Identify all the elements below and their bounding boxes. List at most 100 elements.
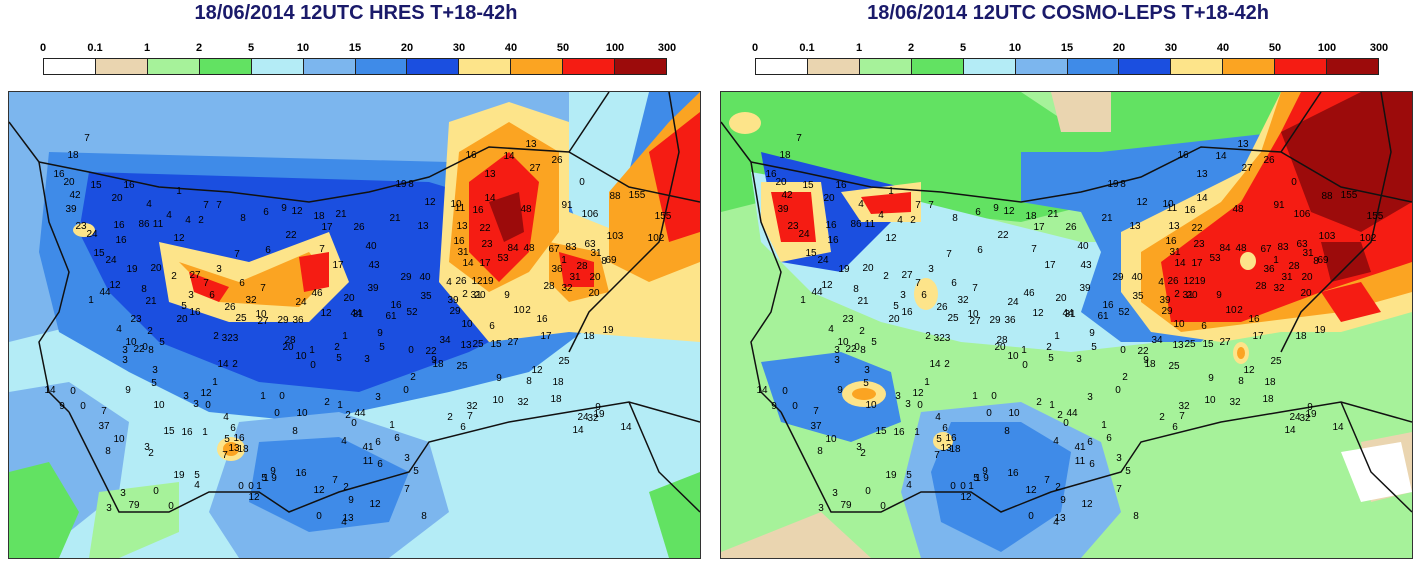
station-value-label: 1 xyxy=(914,427,920,438)
legend-tick-label: 2 xyxy=(195,42,203,54)
station-value-label: 12 xyxy=(248,492,260,503)
station-value-label: 13 xyxy=(456,221,468,232)
station-value-label: 12 xyxy=(912,388,924,399)
station-value-label: 63 xyxy=(584,239,596,250)
station-value-label: 20 xyxy=(343,293,355,304)
station-value-label: 3 xyxy=(188,290,194,301)
cosmo-leps-panel: 18/06/2014 12UTC COSMO-LEPS T+18-42h 0 0.… xyxy=(712,0,1424,568)
station-value-label: 12 xyxy=(960,492,972,503)
station-value-label: 36 xyxy=(1004,315,1016,326)
legend-swatch xyxy=(963,59,1016,74)
station-value-label: 31 xyxy=(352,309,364,320)
station-value-label: 0 xyxy=(274,408,280,419)
station-value-label: 9 xyxy=(125,385,131,396)
station-value-label: 15 xyxy=(802,180,814,191)
station-value-label: 24 xyxy=(105,255,117,266)
station-value-label: 8 xyxy=(1004,426,1010,437)
station-value-label: 15 xyxy=(163,426,175,437)
station-value-label: 13 xyxy=(1196,169,1208,180)
station-value-label: 23 xyxy=(842,314,854,325)
station-value-label: 36 xyxy=(551,264,563,275)
station-value-label: 43 xyxy=(368,260,380,271)
station-value-label: 6 xyxy=(265,245,271,256)
station-value-label: 28 xyxy=(996,335,1008,346)
precipitation-map[interactable]: 7 18 16 20 15 16 42 20 1 39 4 4 7 7 8 6 9 12 23 24 16 86 11 2 4 1… xyxy=(720,91,1413,559)
station-value-label: 3 xyxy=(144,442,150,453)
tan-area-sw xyxy=(721,512,871,558)
legend-tick-label: 15 xyxy=(348,42,362,54)
station-value-label: 23 xyxy=(75,221,87,232)
station-value-label: 22 xyxy=(133,344,145,355)
station-value-label: 61 xyxy=(1097,311,1109,322)
station-value-label: 20 xyxy=(1186,290,1198,301)
station-value-label: 3 xyxy=(152,365,158,376)
station-value-label: 0 xyxy=(316,511,322,522)
legend-swatch xyxy=(251,59,304,74)
station-value-label: 13 xyxy=(525,139,537,150)
station-value-label: 3 xyxy=(216,264,222,275)
station-value-label: 25 xyxy=(472,339,484,350)
station-value-label: 7 xyxy=(467,411,473,422)
legend-swatch xyxy=(1223,59,1276,74)
station-value-label: 20 xyxy=(111,193,123,204)
legend-tick-label: 5 xyxy=(247,42,255,54)
station-value-label: 0 xyxy=(1120,345,1126,356)
station-value-label: 14 xyxy=(44,385,56,396)
legend-tick-label: 50 xyxy=(556,42,570,54)
station-value-label: 0 xyxy=(351,418,357,429)
legend-swatch xyxy=(1067,59,1120,74)
station-value-label: 8 xyxy=(601,256,607,267)
legend-swatch xyxy=(407,59,460,74)
station-value-label: 26 xyxy=(224,302,236,313)
station-value-label: 6 xyxy=(1106,433,1112,444)
southern-border xyxy=(68,401,700,513)
station-value-label: 1 xyxy=(888,186,894,197)
station-value-label: 11 xyxy=(865,219,876,230)
station-value-label: 9 xyxy=(993,203,999,214)
station-value-label: 16 xyxy=(295,468,307,479)
station-value-label: 19 xyxy=(395,179,407,190)
station-value-label: 14 xyxy=(1174,258,1186,269)
station-value-label: 16 xyxy=(901,307,913,318)
station-value-label: 1 xyxy=(88,295,94,306)
station-value-label: 6 xyxy=(1172,422,1178,433)
station-value-label: 26 xyxy=(1167,276,1179,287)
station-value-label: 20 xyxy=(1300,288,1312,299)
station-value-label: 19 xyxy=(838,264,850,275)
station-value-label: 9 xyxy=(837,385,843,396)
station-value-label: 23 xyxy=(130,314,142,325)
southern-border xyxy=(780,401,1412,513)
station-value-label: 42 xyxy=(69,190,81,201)
se-lightblue-area xyxy=(509,402,700,558)
station-value-label: 5 xyxy=(1091,342,1097,353)
station-value-label: 79 xyxy=(840,500,852,511)
station-value-label: 155 xyxy=(1367,211,1384,222)
precipitation-map[interactable]: 7 18 16 20 15 16 42 20 1 39 4 4 7 7 8 6 9 12 23 24 16 86 11 2 4 1… xyxy=(8,91,701,559)
station-value-label: 9 xyxy=(982,466,988,477)
station-value-label: 21 xyxy=(1101,213,1113,224)
station-value-label: 5 xyxy=(181,301,187,312)
station-value-label: 9 xyxy=(270,466,276,477)
station-value-label: 9 xyxy=(1208,373,1214,384)
station-value-label: 67 xyxy=(1260,244,1272,255)
station-value-label: 4 xyxy=(828,324,834,335)
station-value-label: 0 xyxy=(279,391,285,402)
station-value-label: 15 xyxy=(875,426,887,437)
station-value-label: 9 xyxy=(983,473,989,484)
station-value-label: 2 xyxy=(925,331,931,342)
station-value-label: 18 xyxy=(1262,394,1274,405)
station-value-label: 43 xyxy=(1080,260,1092,271)
station-value-label: 5 xyxy=(224,434,230,445)
panel-title: 18/06/2014 12UTC COSMO-LEPS T+18-42h xyxy=(867,2,1269,24)
station-value-label: 4 xyxy=(194,480,200,491)
legend-tick-label: 50 xyxy=(1268,42,1282,54)
station-value-label: 6 xyxy=(942,423,948,434)
station-value-label: 3 xyxy=(928,264,934,275)
station-value-label: 37 xyxy=(810,421,822,432)
station-value-label: 7 xyxy=(222,450,228,461)
station-value-label: 3 xyxy=(834,355,840,366)
station-value-label: 6 xyxy=(977,245,983,256)
station-value-label: 31 xyxy=(1281,272,1293,283)
station-value-label: 0 xyxy=(205,400,211,411)
